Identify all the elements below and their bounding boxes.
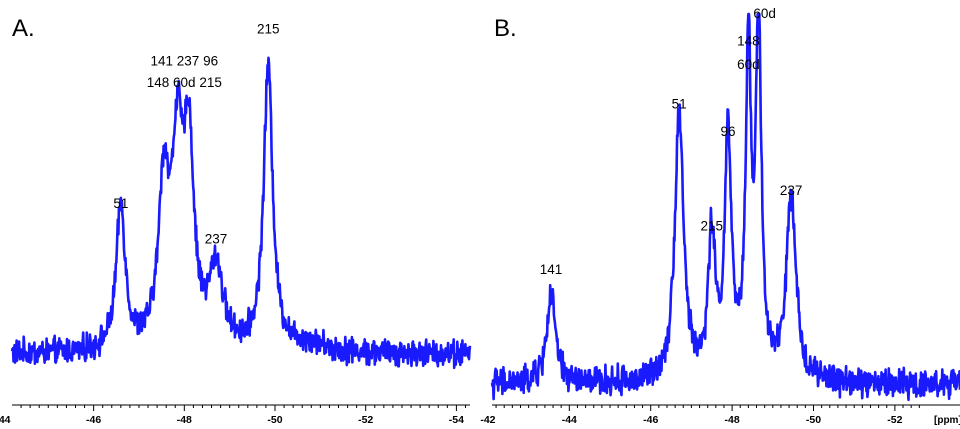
x-tick-label: -46: [643, 414, 658, 426]
panel-label: B.: [494, 15, 517, 42]
peak-label: 51: [672, 97, 687, 112]
x-tick-label: -42: [480, 414, 495, 426]
x-tick-label: -48: [725, 414, 740, 426]
spectrum-trace: [10, 56, 472, 370]
x-tick-label: -50: [267, 414, 282, 426]
x-tick-label: -52: [887, 414, 902, 426]
peak-label: 148 60d 215: [147, 75, 222, 90]
peak-label: 141: [540, 262, 563, 277]
peak-label: 60d: [737, 57, 760, 72]
panel-label: A.: [12, 15, 35, 42]
spectrum-panel-b: B. -42 -44 -46 -48 -50 -52 [ppm] 141 51 215 96 148 60…: [480, 6, 960, 426]
peak-label: 148: [737, 34, 760, 49]
x-tick-label: -50: [806, 414, 821, 426]
spectrum-trace: [490, 12, 960, 402]
x-tick-label: -44: [562, 414, 577, 426]
x-tick-label: -46: [86, 414, 101, 426]
x-tick-label: -54: [449, 414, 464, 426]
spectrum-panel-a: A. -44 -46 -48 -50 -52 -54 51 141 237 96 148 60d …: [0, 15, 472, 426]
peak-label: 60d: [753, 6, 776, 21]
x-axis-unit-label: [ppm]: [934, 415, 960, 426]
peak-label: 215: [257, 22, 280, 37]
peak-label: 237: [205, 232, 228, 247]
peak-label: 96: [721, 124, 736, 139]
x-tick-label: -44: [0, 414, 11, 426]
peak-label: 237: [780, 183, 803, 198]
x-tick-label: -48: [177, 414, 192, 426]
x-tick-label: -52: [358, 414, 373, 426]
peak-label: 141 237 96: [151, 54, 219, 69]
peak-label: 215: [700, 219, 723, 234]
peak-label: 51: [113, 196, 128, 211]
